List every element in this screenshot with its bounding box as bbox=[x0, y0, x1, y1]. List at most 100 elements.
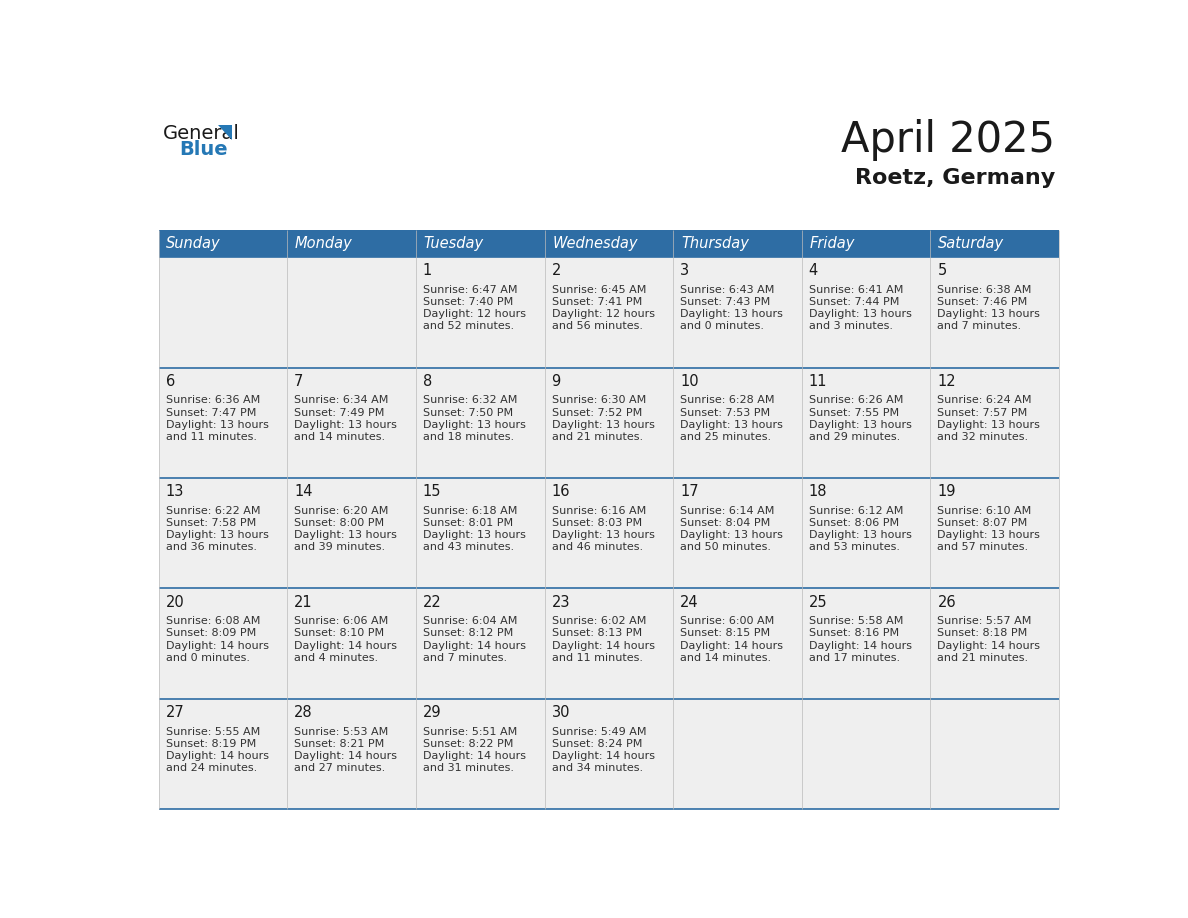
Text: and 46 minutes.: and 46 minutes. bbox=[551, 543, 643, 553]
Text: Sunrise: 6:06 AM: Sunrise: 6:06 AM bbox=[295, 616, 388, 626]
Bar bbox=[930, 478, 1060, 588]
Text: 25: 25 bbox=[809, 595, 827, 610]
Text: Daylight: 14 hours: Daylight: 14 hours bbox=[165, 641, 268, 651]
Text: and 56 minutes.: and 56 minutes. bbox=[551, 321, 643, 331]
Text: Daylight: 13 hours: Daylight: 13 hours bbox=[937, 530, 1041, 540]
Text: Sunrise: 6:24 AM: Sunrise: 6:24 AM bbox=[937, 396, 1032, 406]
Text: 1: 1 bbox=[423, 263, 432, 278]
Text: and 14 minutes.: and 14 minutes. bbox=[681, 653, 771, 663]
Polygon shape bbox=[219, 125, 232, 140]
Text: 26: 26 bbox=[937, 595, 956, 610]
Text: Daylight: 13 hours: Daylight: 13 hours bbox=[423, 420, 526, 430]
Text: Sunset: 7:47 PM: Sunset: 7:47 PM bbox=[165, 408, 255, 418]
Text: Sunset: 7:46 PM: Sunset: 7:46 PM bbox=[937, 297, 1028, 308]
Text: and 57 minutes.: and 57 minutes. bbox=[937, 543, 1029, 553]
Text: and 14 minutes.: and 14 minutes. bbox=[295, 431, 385, 442]
Text: Daylight: 14 hours: Daylight: 14 hours bbox=[165, 751, 268, 761]
Text: Sunset: 8:06 PM: Sunset: 8:06 PM bbox=[809, 518, 899, 528]
Text: Sunset: 8:07 PM: Sunset: 8:07 PM bbox=[937, 518, 1028, 528]
Bar bbox=[158, 699, 287, 810]
Text: 10: 10 bbox=[681, 374, 699, 389]
Bar bbox=[802, 478, 930, 588]
Text: Daylight: 13 hours: Daylight: 13 hours bbox=[551, 420, 655, 430]
Text: Sunrise: 6:08 AM: Sunrise: 6:08 AM bbox=[165, 616, 260, 626]
Text: and 7 minutes.: and 7 minutes. bbox=[937, 321, 1022, 331]
Text: Sunset: 8:24 PM: Sunset: 8:24 PM bbox=[551, 739, 642, 749]
Bar bbox=[802, 257, 930, 367]
Text: and 53 minutes.: and 53 minutes. bbox=[809, 543, 899, 553]
Text: Sunset: 8:09 PM: Sunset: 8:09 PM bbox=[165, 628, 255, 638]
Text: Sunset: 7:58 PM: Sunset: 7:58 PM bbox=[165, 518, 255, 528]
Bar bbox=[674, 699, 802, 810]
Bar bbox=[674, 230, 802, 257]
Text: General: General bbox=[163, 124, 239, 143]
Bar bbox=[544, 699, 674, 810]
Bar bbox=[416, 478, 544, 588]
Text: and 0 minutes.: and 0 minutes. bbox=[681, 321, 764, 331]
Bar bbox=[930, 588, 1060, 699]
Text: Sunrise: 6:47 AM: Sunrise: 6:47 AM bbox=[423, 285, 517, 295]
Text: 21: 21 bbox=[295, 595, 312, 610]
Text: Sunset: 8:15 PM: Sunset: 8:15 PM bbox=[681, 628, 770, 638]
Text: Sunset: 8:18 PM: Sunset: 8:18 PM bbox=[937, 628, 1028, 638]
Text: 9: 9 bbox=[551, 374, 561, 389]
Text: Sunrise: 6:12 AM: Sunrise: 6:12 AM bbox=[809, 506, 903, 516]
Text: and 32 minutes.: and 32 minutes. bbox=[937, 431, 1029, 442]
Text: Blue: Blue bbox=[179, 140, 228, 159]
Text: Sunrise: 6:36 AM: Sunrise: 6:36 AM bbox=[165, 396, 260, 406]
Text: Tuesday: Tuesday bbox=[424, 236, 484, 251]
Text: Sunset: 7:50 PM: Sunset: 7:50 PM bbox=[423, 408, 513, 418]
Text: Saturday: Saturday bbox=[939, 236, 1004, 251]
Text: and 52 minutes.: and 52 minutes. bbox=[423, 321, 514, 331]
Bar bbox=[802, 367, 930, 478]
Text: Sunrise: 6:22 AM: Sunrise: 6:22 AM bbox=[165, 506, 260, 516]
Text: Friday: Friday bbox=[809, 236, 855, 251]
Text: 23: 23 bbox=[551, 595, 570, 610]
Text: Sunrise: 5:55 AM: Sunrise: 5:55 AM bbox=[165, 727, 260, 736]
Text: Sunrise: 6:14 AM: Sunrise: 6:14 AM bbox=[681, 506, 775, 516]
Text: Sunset: 8:04 PM: Sunset: 8:04 PM bbox=[681, 518, 770, 528]
Text: Sunset: 8:16 PM: Sunset: 8:16 PM bbox=[809, 628, 899, 638]
Text: Daylight: 13 hours: Daylight: 13 hours bbox=[681, 420, 783, 430]
Text: Daylight: 14 hours: Daylight: 14 hours bbox=[295, 751, 397, 761]
Text: Sunrise: 6:28 AM: Sunrise: 6:28 AM bbox=[681, 396, 775, 406]
Bar bbox=[674, 367, 802, 478]
Bar bbox=[158, 230, 287, 257]
Text: Monday: Monday bbox=[295, 236, 353, 251]
Text: Daylight: 13 hours: Daylight: 13 hours bbox=[295, 420, 397, 430]
Text: Sunset: 7:41 PM: Sunset: 7:41 PM bbox=[551, 297, 642, 308]
Text: and 21 minutes.: and 21 minutes. bbox=[551, 431, 643, 442]
Text: 19: 19 bbox=[937, 484, 956, 499]
Text: 12: 12 bbox=[937, 374, 956, 389]
Bar bbox=[287, 230, 416, 257]
Bar bbox=[416, 230, 544, 257]
Bar bbox=[544, 588, 674, 699]
Text: Sunrise: 6:20 AM: Sunrise: 6:20 AM bbox=[295, 506, 388, 516]
Text: and 27 minutes.: and 27 minutes. bbox=[295, 763, 385, 773]
Text: Sunrise: 5:51 AM: Sunrise: 5:51 AM bbox=[423, 727, 517, 736]
Bar bbox=[802, 230, 930, 257]
Text: Sunset: 8:12 PM: Sunset: 8:12 PM bbox=[423, 628, 513, 638]
Text: Sunrise: 6:32 AM: Sunrise: 6:32 AM bbox=[423, 396, 517, 406]
Bar bbox=[287, 367, 416, 478]
Text: Daylight: 13 hours: Daylight: 13 hours bbox=[165, 420, 268, 430]
Text: and 25 minutes.: and 25 minutes. bbox=[681, 431, 771, 442]
Text: 6: 6 bbox=[165, 374, 175, 389]
Text: 16: 16 bbox=[551, 484, 570, 499]
Text: Sunset: 8:19 PM: Sunset: 8:19 PM bbox=[165, 739, 255, 749]
Bar bbox=[416, 257, 544, 367]
Text: and 18 minutes.: and 18 minutes. bbox=[423, 431, 514, 442]
Bar bbox=[930, 230, 1060, 257]
Text: Sunset: 8:22 PM: Sunset: 8:22 PM bbox=[423, 739, 513, 749]
Text: 20: 20 bbox=[165, 595, 184, 610]
Bar bbox=[544, 257, 674, 367]
Text: Daylight: 13 hours: Daylight: 13 hours bbox=[809, 420, 911, 430]
Text: Sunset: 8:13 PM: Sunset: 8:13 PM bbox=[551, 628, 642, 638]
Text: Sunrise: 6:04 AM: Sunrise: 6:04 AM bbox=[423, 616, 517, 626]
Text: 30: 30 bbox=[551, 705, 570, 720]
Text: Sunrise: 5:57 AM: Sunrise: 5:57 AM bbox=[937, 616, 1032, 626]
Bar bbox=[674, 588, 802, 699]
Text: and 43 minutes.: and 43 minutes. bbox=[423, 543, 514, 553]
Text: Daylight: 14 hours: Daylight: 14 hours bbox=[937, 641, 1041, 651]
Text: 13: 13 bbox=[165, 484, 184, 499]
